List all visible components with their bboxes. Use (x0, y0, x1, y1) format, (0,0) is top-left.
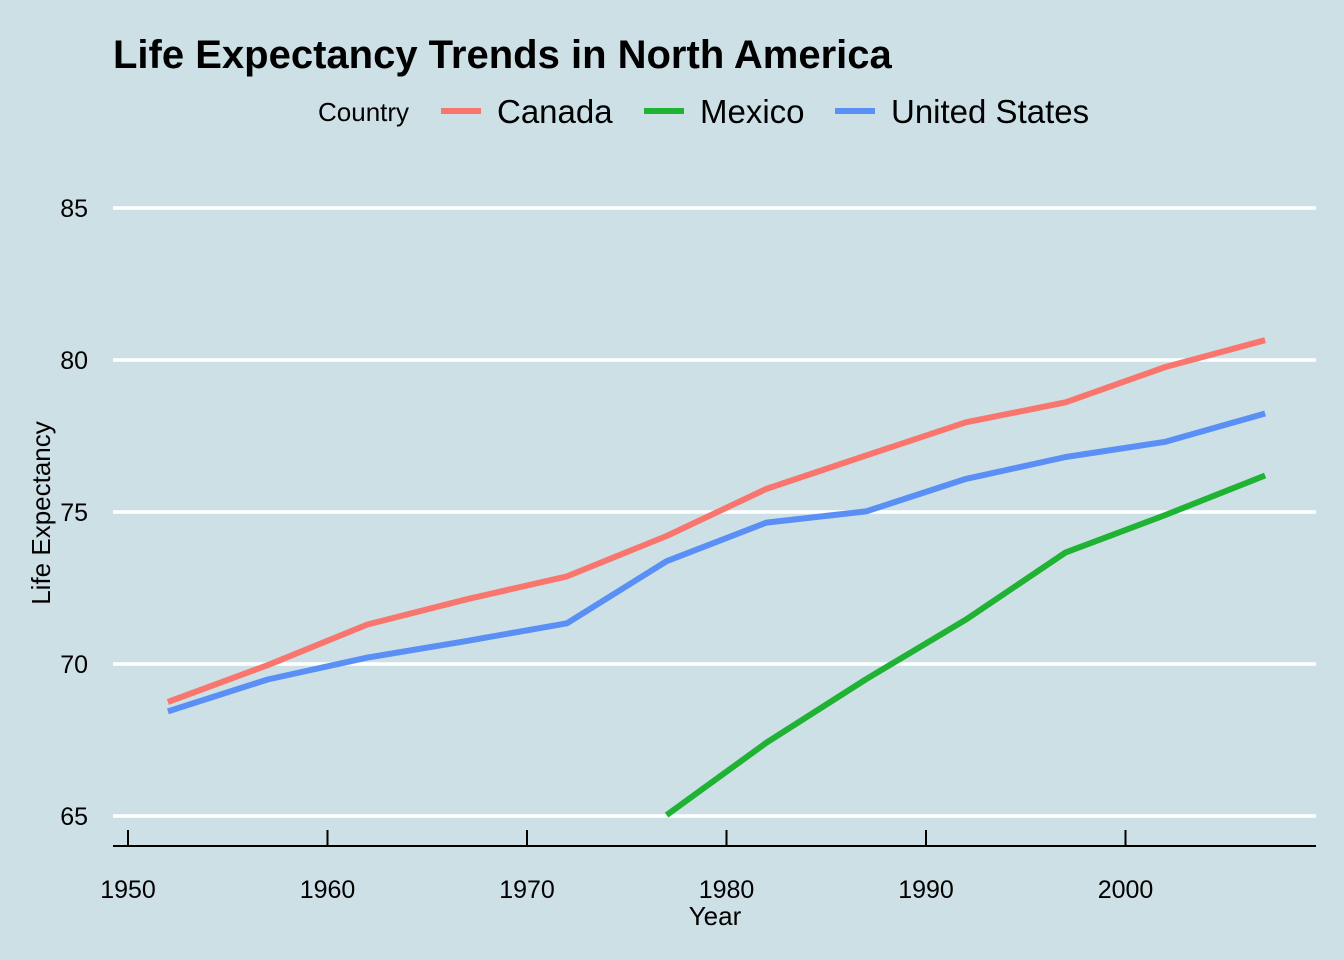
series-line-canada (166, 337, 1266, 705)
x-axis-label: Year (689, 901, 742, 931)
x-tick-label-2000: 2000 (1098, 876, 1154, 904)
y-tick-label-70: 70 (60, 651, 88, 679)
legend-title: Country (318, 97, 409, 127)
legend-label-mexico: Mexico (700, 93, 805, 130)
legend-label-united-states: United States (891, 93, 1089, 130)
x-tick-label-1950: 1950 (100, 876, 156, 904)
legend-label-canada: Canada (497, 93, 613, 130)
chart-title: Life Expectancy Trends in North America (113, 33, 893, 77)
series-lines (166, 337, 1267, 818)
y-tick-label-65: 65 (60, 803, 88, 831)
legend: Country Canada Mexico United States (318, 93, 1089, 130)
y-tick-label-80: 80 (60, 347, 88, 375)
series-line-united-states (166, 410, 1266, 715)
y-tick-label-75: 75 (60, 499, 88, 527)
x-tick-label-1970: 1970 (499, 876, 555, 904)
x-tick-label-1960: 1960 (300, 876, 356, 904)
x-axis: 1950 1960 1970 1980 1990 2000 (100, 830, 1316, 904)
series-line-mexico (664, 472, 1267, 818)
x-tick-label-1980: 1980 (699, 876, 755, 904)
y-tick-label-85: 85 (60, 195, 88, 223)
y-axis-label: Life Expectancy (26, 421, 56, 605)
y-axis-ticks: 65 70 75 80 85 (60, 195, 88, 831)
x-tick-label-1990: 1990 (898, 876, 954, 904)
